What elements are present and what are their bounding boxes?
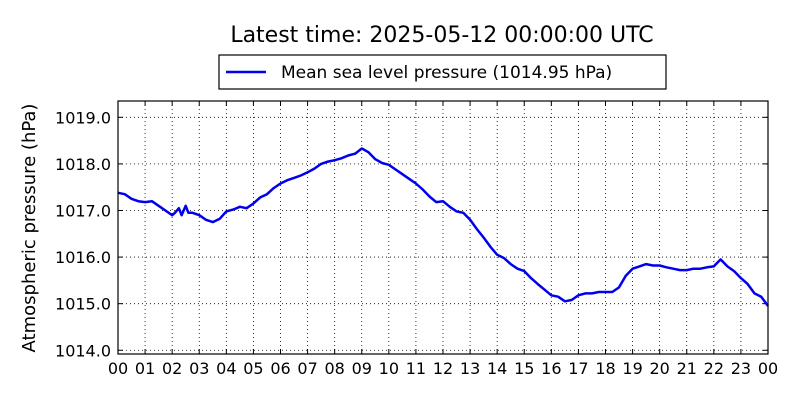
x-tick-label: 17 bbox=[568, 359, 588, 378]
y-tick-label: 1019.0 bbox=[55, 108, 111, 127]
plot-frame bbox=[117, 100, 769, 355]
x-tick-label: 07 bbox=[297, 359, 317, 378]
axis-ticks bbox=[117, 101, 769, 354]
x-tick-label: 05 bbox=[243, 359, 263, 378]
x-tick-label: 15 bbox=[514, 359, 534, 378]
series-group bbox=[117, 147, 770, 307]
legend-box bbox=[218, 54, 667, 90]
x-tick-label: 12 bbox=[433, 359, 453, 378]
chart-title: Latest time: 2025-05-12 00:00:00 UTC bbox=[230, 23, 653, 48]
x-tick-label: 21 bbox=[677, 359, 697, 378]
x-tick-label: 16 bbox=[541, 359, 561, 378]
y-tick-labels: 1014.0 1015.0 1016.0 1017.0 1018.0 1019.0 bbox=[55, 108, 111, 360]
y-tick-label: 1015.0 bbox=[55, 295, 111, 314]
x-tick-label: 03 bbox=[189, 359, 209, 378]
x-tick-label: 23 bbox=[731, 359, 751, 378]
x-tick-label: 08 bbox=[324, 359, 344, 378]
x-tick-label: 13 bbox=[460, 359, 480, 378]
x-tick-label: 00 bbox=[758, 359, 778, 378]
legend: Mean sea level pressure (1014.95 hPa) bbox=[218, 54, 667, 90]
legend-entry-label: Mean sea level pressure (1014.95 hPa) bbox=[281, 63, 612, 83]
gridlines bbox=[118, 101, 768, 354]
x-tick-label: 20 bbox=[649, 359, 669, 378]
x-tick-label: 06 bbox=[270, 359, 290, 378]
x-tick-label: 00 bbox=[108, 359, 128, 378]
x-tick-label: 10 bbox=[379, 359, 399, 378]
x-tick-label: 09 bbox=[352, 359, 372, 378]
x-tick-label: 14 bbox=[487, 359, 507, 378]
x-tick-label: 02 bbox=[162, 359, 182, 378]
y-tick-label: 1018.0 bbox=[55, 155, 111, 174]
series-line-mslp bbox=[117, 147, 770, 307]
y-axis-label: Atmospheric pressure (hPa) bbox=[19, 104, 40, 353]
y-tick-label: 1014.0 bbox=[55, 341, 111, 360]
x-tick-label: 11 bbox=[406, 359, 426, 378]
x-tick-label: 22 bbox=[704, 359, 724, 378]
y-tick-label: 1017.0 bbox=[55, 201, 111, 220]
y-tick-label: 1016.0 bbox=[55, 248, 111, 267]
x-tick-label: 18 bbox=[595, 359, 615, 378]
x-tick-label: 19 bbox=[622, 359, 642, 378]
x-tick-label: 01 bbox=[135, 359, 155, 378]
x-tick-label: 04 bbox=[216, 359, 236, 378]
x-tick-labels: 00 01 02 03 04 05 06 07 08 09 10 11 12 13 14 15 16 17 18 19… bbox=[108, 359, 778, 378]
